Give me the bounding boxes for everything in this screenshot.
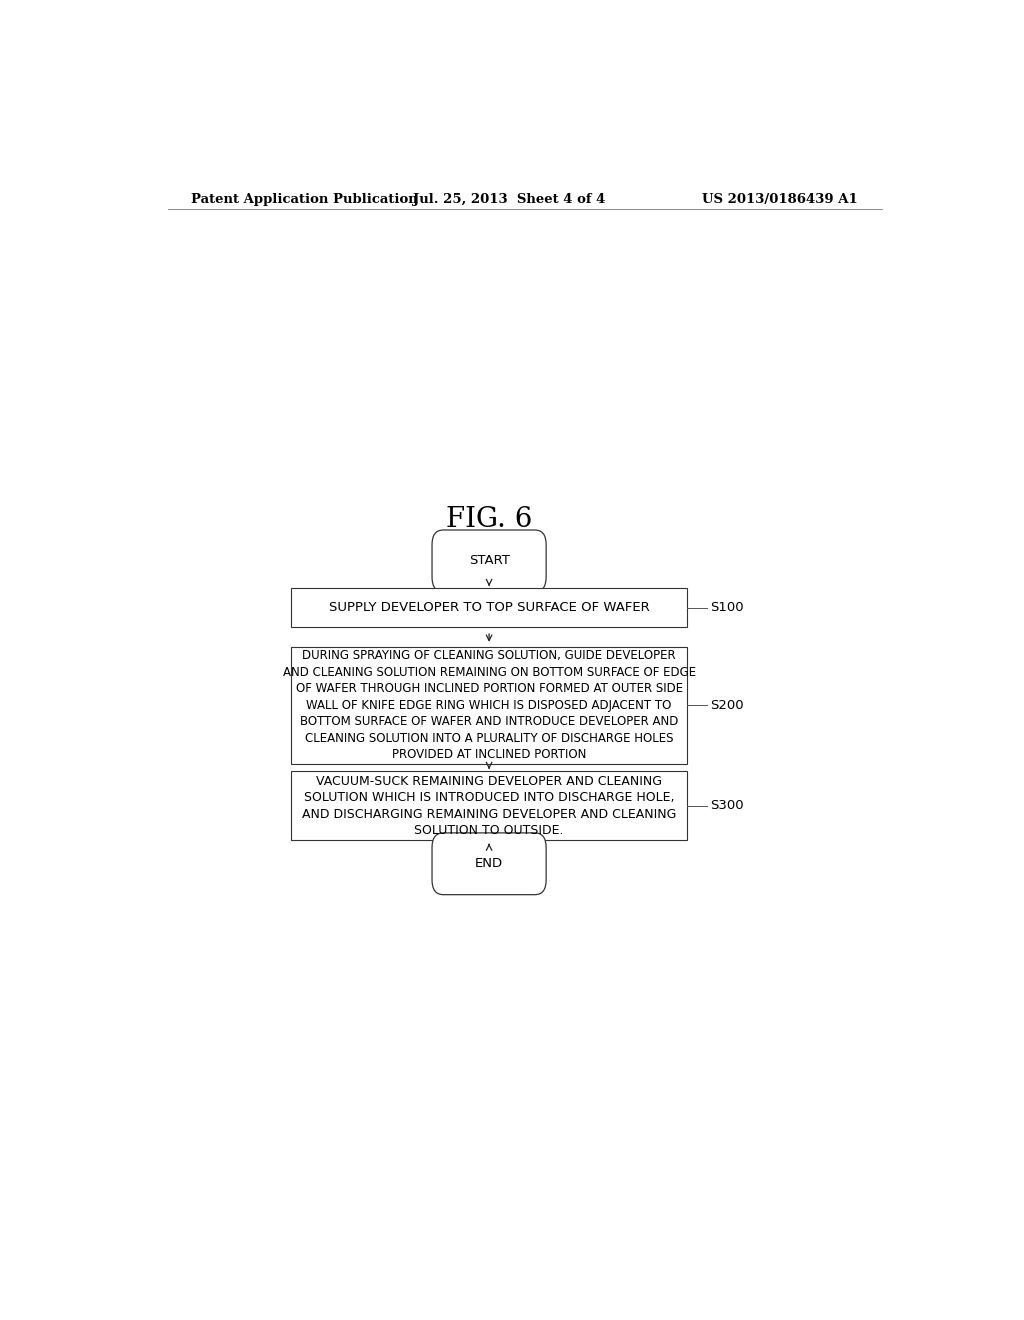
Text: END: END — [475, 857, 503, 870]
Text: S100: S100 — [710, 601, 743, 614]
Text: VACUUM-SUCK REMAINING DEVELOPER AND CLEANING
SOLUTION WHICH IS INTRODUCED INTO D: VACUUM-SUCK REMAINING DEVELOPER AND CLEA… — [302, 775, 676, 837]
FancyBboxPatch shape — [291, 647, 687, 764]
Text: SUPPLY DEVELOPER TO TOP SURFACE OF WAFER: SUPPLY DEVELOPER TO TOP SURFACE OF WAFER — [329, 601, 649, 614]
FancyBboxPatch shape — [432, 531, 546, 591]
Text: Jul. 25, 2013  Sheet 4 of 4: Jul. 25, 2013 Sheet 4 of 4 — [413, 193, 605, 206]
Text: FIG. 6: FIG. 6 — [445, 506, 532, 533]
Text: Patent Application Publication: Patent Application Publication — [191, 193, 418, 206]
FancyBboxPatch shape — [432, 833, 546, 895]
Text: START: START — [469, 554, 510, 568]
Text: S200: S200 — [710, 698, 743, 711]
Text: US 2013/0186439 A1: US 2013/0186439 A1 — [702, 193, 858, 206]
Text: DURING SPRAYING OF CLEANING SOLUTION, GUIDE DEVELOPER
AND CLEANING SOLUTION REMA: DURING SPRAYING OF CLEANING SOLUTION, GU… — [283, 649, 695, 762]
FancyBboxPatch shape — [291, 589, 687, 627]
Text: S300: S300 — [710, 800, 743, 812]
FancyBboxPatch shape — [291, 771, 687, 841]
